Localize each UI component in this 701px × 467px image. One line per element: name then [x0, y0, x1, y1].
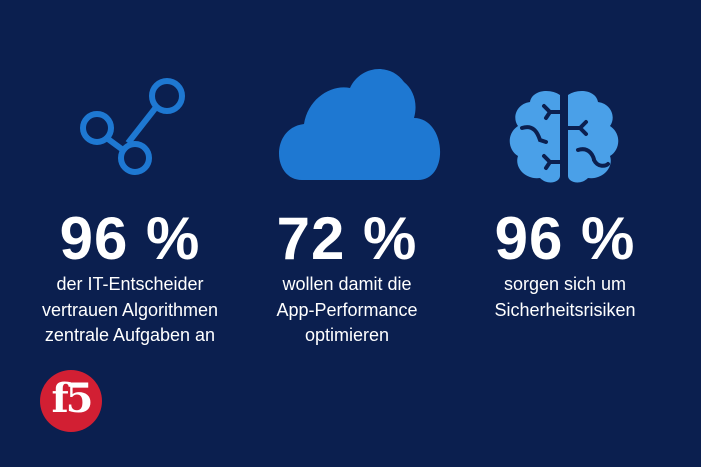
desc-line: zentrale Aufgaben an	[44, 325, 216, 345]
desc-line: wollen damit die	[282, 274, 412, 294]
desc-line: Sicherheitsrisiken	[494, 299, 636, 320]
stat-description: wollen damit die App-Performance optimie…	[232, 272, 462, 349]
stat-description: sorgen sich um Sicherheitsrisiken	[450, 272, 680, 323]
graph-nodes-icon	[80, 78, 185, 175]
cloud-icon	[279, 69, 441, 180]
f5-logo: f5	[40, 370, 102, 432]
stat-value: 96 %	[59, 205, 201, 272]
stat-value: 72 %	[276, 205, 418, 272]
brain-icon	[509, 90, 619, 183]
stat-description: der IT-Entscheider vertrauen Algorithmen…	[15, 272, 245, 349]
desc-line: App-Performance	[276, 299, 418, 320]
stat-value: 96 %	[494, 205, 636, 272]
desc-line: der IT-Entscheider	[56, 274, 204, 294]
desc-line: sorgen sich um	[503, 274, 627, 294]
desc-line: vertrauen Algorithmen	[41, 299, 219, 320]
desc-line: optimieren	[304, 325, 390, 345]
